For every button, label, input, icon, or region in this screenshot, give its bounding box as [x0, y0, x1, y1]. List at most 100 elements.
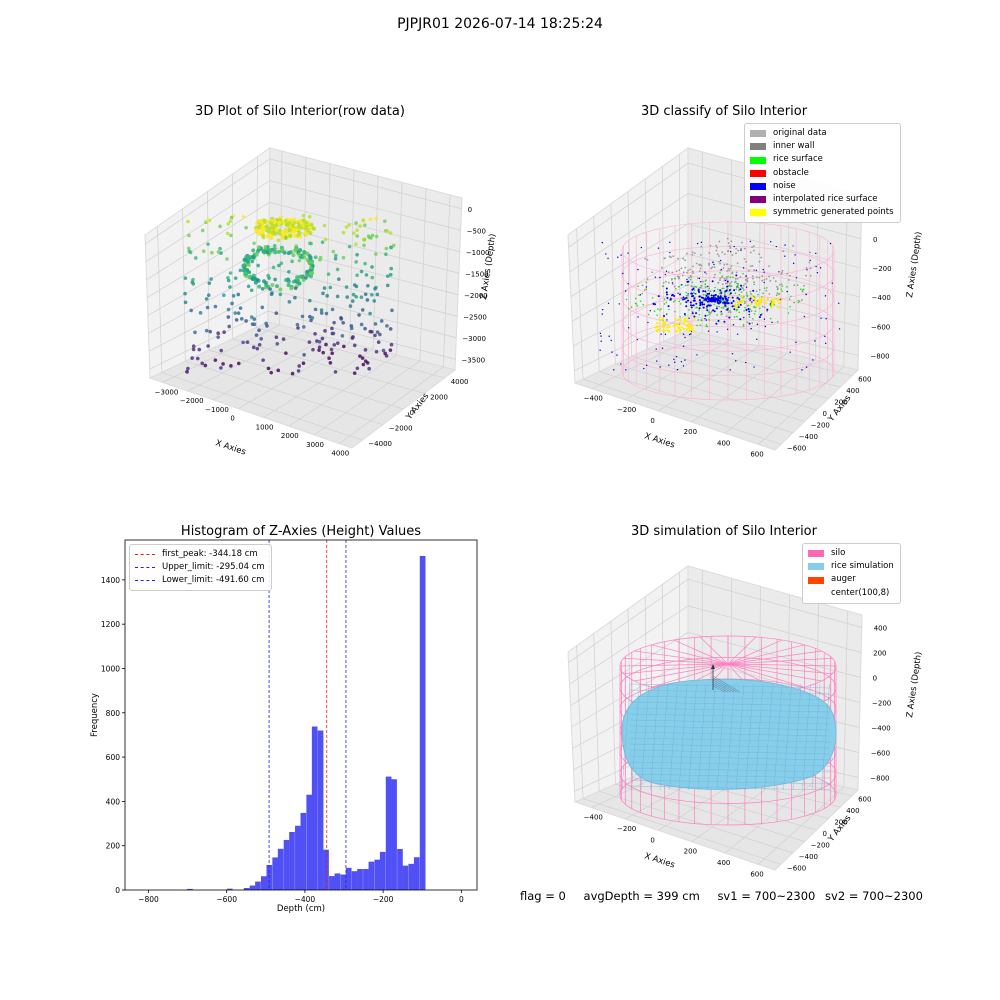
data-point: [191, 347, 196, 352]
data-point: [729, 293, 731, 296]
data-point: [723, 320, 726, 323]
status-line: flag = 0 avgDepth = 399 cm sv1 = 700~230…: [520, 889, 937, 903]
data-point: [693, 299, 696, 302]
data-point: [674, 329, 678, 333]
data-point: [777, 306, 780, 310]
data-point: [801, 299, 803, 301]
data-point: [722, 307, 725, 310]
data-point: [301, 275, 306, 280]
data-point: [292, 233, 297, 238]
data-point: [310, 316, 315, 320]
data-point: [719, 299, 721, 302]
histogram-legend: first_peak: -344.18 cm Upper_limit: -295…: [129, 544, 272, 591]
y-tick-label: 0: [410, 409, 414, 417]
data-point: [373, 322, 378, 326]
grid-line: [730, 578, 732, 762]
data-point: [691, 304, 694, 307]
data-point: [789, 305, 791, 308]
y-tick-label: −600: [787, 444, 806, 452]
data-point: [230, 301, 234, 306]
data-point: [736, 333, 739, 335]
grid-line: [687, 711, 859, 753]
data-point: [264, 246, 268, 250]
data-point: [302, 353, 306, 357]
data-point: [367, 366, 371, 371]
data-point: [677, 277, 680, 280]
grid-line: [146, 202, 270, 280]
data-point: [727, 267, 730, 270]
data-point: [761, 297, 764, 300]
data-point: [831, 282, 833, 284]
data-point: [737, 306, 740, 309]
data-point: [355, 273, 359, 278]
data-point: [708, 292, 711, 295]
data-point: [368, 217, 373, 222]
data-point: [666, 293, 669, 296]
data-point: [680, 360, 683, 363]
data-point: [819, 267, 822, 269]
data-point: [714, 294, 717, 297]
data-point: [268, 233, 273, 238]
data-point: [716, 299, 719, 301]
data-point: [764, 301, 767, 305]
silo-roof-line: [673, 663, 729, 693]
data-point: [206, 293, 211, 297]
z-tick-label: −600: [871, 750, 890, 758]
silo-roof-line: [727, 663, 757, 696]
data-point: [718, 296, 720, 298]
data-point: [746, 304, 749, 307]
data-point: [361, 362, 366, 367]
data-point: [379, 319, 384, 323]
data-point: [304, 276, 308, 280]
grid-line: [268, 289, 457, 339]
grid-line: [658, 346, 760, 412]
grid-line: [396, 182, 403, 356]
data-point: [284, 351, 288, 355]
data-point: [669, 251, 671, 254]
data-point: [280, 247, 285, 252]
data-point: [742, 267, 745, 269]
data-point: [660, 333, 662, 335]
data-point: [760, 256, 763, 259]
data-point: [616, 354, 618, 356]
data-point: [276, 249, 281, 254]
data-point: [729, 369, 731, 371]
data-point: [690, 326, 694, 329]
data-point: [258, 230, 264, 236]
data-point: [270, 282, 275, 287]
data-point: [729, 311, 732, 313]
data-point: [254, 252, 259, 257]
data-point: [711, 266, 714, 269]
data-point: [710, 298, 713, 301]
data-point: [712, 294, 715, 297]
data-point: [308, 267, 313, 272]
data-point: [673, 358, 675, 360]
data-point: [748, 298, 751, 301]
silo-roof-line: [634, 663, 729, 682]
z-tick-label: −3000: [462, 335, 486, 343]
data-point: [730, 302, 733, 305]
data-point: [702, 297, 705, 300]
data-point: [372, 299, 377, 303]
data-point: [753, 269, 755, 272]
data-point: [273, 219, 278, 225]
grid-line: [207, 191, 210, 351]
data-point: [297, 252, 302, 257]
data-point: [684, 314, 686, 317]
data-point: [684, 284, 687, 287]
data-point: [710, 299, 713, 302]
y-tick-label: 200: [106, 842, 121, 851]
data-point: [278, 287, 283, 292]
data-point: [190, 280, 195, 284]
data-point: [252, 322, 257, 327]
data-point: [309, 259, 314, 264]
rice-mesh-line: [629, 689, 831, 695]
data-point: [256, 225, 261, 230]
data-point: [705, 299, 708, 302]
data-point: [759, 300, 763, 303]
data-point: [729, 285, 732, 288]
data-point: [264, 247, 269, 252]
data-point: [251, 256, 256, 261]
data-point: [321, 350, 326, 355]
grid-line: [758, 366, 845, 445]
